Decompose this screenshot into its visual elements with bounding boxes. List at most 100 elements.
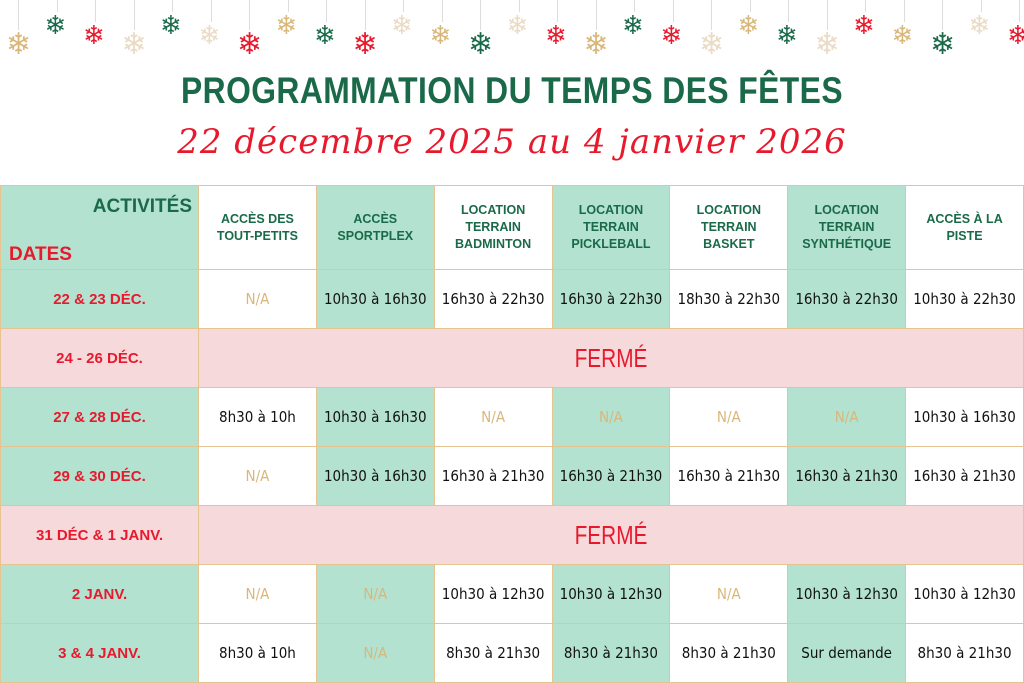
garland-string: [903, 0, 905, 22]
schedule-cell: 8h30 à 10h: [198, 387, 317, 447]
table-row: 22 & 23 DÉC. N/A 10h30 à 16h30 16h30 à 22h3…: [0, 269, 1024, 329]
snowflake-garland: ❄ ❄ ❄ ❄ ❄ ❄ ❄ ❄ ❄ ❄ ❄ ❄ ❄ ❄ ❄ ❄ ❄ ❄ ❄ ❄ ❄ ❄ ❄ ❄ ❄ ❄ ❄: [0, 0, 1024, 65]
schedule-cell: N/A: [669, 564, 789, 624]
schedule-cell: N/A: [198, 564, 317, 624]
date-range-subtitle: 22 décembre 2025 au 4 janvier 2026: [177, 122, 847, 162]
schedule-cell: 16h30 à 22h30: [551, 269, 671, 329]
garland-string: [480, 0, 481, 30]
garland-string: [826, 0, 828, 30]
snowflake-icon: ❄: [237, 28, 263, 61]
schedule-cell: 10h30 à 12h30: [787, 564, 907, 624]
column-header: LOCATION TERRAIN BASKET: [669, 185, 789, 270]
garland-string: [980, 0, 982, 12]
garland-string: [287, 0, 289, 12]
schedule-cell: 8h30 à 10h: [198, 623, 317, 683]
snowflake-icon: ❄: [121, 28, 147, 61]
schedule-cell: 10h30 à 16h30: [315, 446, 435, 506]
table-row: 27 & 28 DÉC. 8h30 à 10h 10h30 à 16h30 N/A N/…: [0, 387, 1024, 447]
snowflake-icon: ❄: [6, 28, 32, 61]
garland-string: [1019, 0, 1020, 22]
garland-string: [56, 0, 58, 12]
schedule-cell: N/A: [433, 387, 553, 447]
schedule-cell: 18h30 à 22h30: [669, 269, 789, 329]
snowflake-icon: ❄: [506, 10, 529, 40]
schedule-cell: 16h30 à 22h30: [787, 269, 907, 329]
schedule-cell: 10h30 à 16h30: [315, 387, 435, 447]
schedule-cell: N/A: [315, 564, 435, 624]
snowflake-icon: ❄: [275, 10, 298, 40]
snowflake-icon: ❄: [429, 20, 452, 50]
activities-label: ACTIVITÉS: [92, 196, 192, 217]
schedule-cell: N/A: [787, 387, 907, 447]
garland-string: [18, 0, 19, 30]
garland-string: [441, 0, 443, 22]
closed-label: FERMÉ: [574, 342, 648, 373]
snowflake-icon: ❄: [314, 20, 336, 50]
column-header: LOCATION TERRAIN SYNTHÉTIQUE: [787, 185, 907, 270]
column-header: LOCATION TERRAIN BADMINTON: [433, 185, 553, 270]
snowflake-icon: ❄: [83, 20, 105, 50]
row-date: 2 JANV.: [0, 564, 199, 624]
schedule-cell: 16h30 à 21h30: [669, 446, 789, 506]
schedule-cell: 16h30 à 21h30: [551, 446, 671, 506]
schedule-cell: N/A: [315, 623, 435, 683]
snowflake-icon: ❄: [352, 28, 378, 61]
snowflake-icon: ❄: [1007, 20, 1024, 50]
garland-string: [364, 0, 366, 30]
schedule-cell: 8h30 à 21h30: [551, 623, 671, 683]
row-date: 29 & 30 DÉC.: [0, 446, 199, 506]
snowflake-icon: ❄: [391, 10, 413, 40]
garland-string: [326, 0, 327, 22]
closed-cell: FERMÉ: [198, 328, 1024, 388]
snowflake-icon: ❄: [814, 28, 840, 61]
table-row: 24 - 26 DÉC. FERMÉ: [0, 328, 1024, 388]
garland-string: [942, 0, 943, 30]
schedule-cell: 16h30 à 22h30: [433, 269, 553, 329]
schedule-table: ACTIVITÉS DATES ACCÈS DES TOUT-PETITS ACC…: [0, 185, 1024, 683]
snowflake-icon: ❄: [891, 20, 914, 50]
garland-string: [634, 0, 635, 12]
snowflake-icon: ❄: [160, 10, 182, 40]
schedule-cell: 10h30 à 16h30: [905, 387, 1024, 447]
garland-string: [595, 0, 597, 30]
schedule-cell: 10h30 à 12h30: [551, 564, 671, 624]
garland-string: [249, 0, 250, 30]
column-header: LOCATION TERRAIN PICKLEBALL: [551, 185, 671, 270]
schedule-cell: 10h30 à 16h30: [315, 269, 435, 329]
snowflake-icon: ❄: [660, 20, 683, 50]
snowflake-icon: ❄: [622, 10, 644, 40]
schedule-cell: 10h30 à 22h30: [905, 269, 1024, 329]
schedule-cell: N/A: [669, 387, 789, 447]
snowflake-icon: ❄: [737, 10, 760, 40]
column-header: ACCÈS SPORTPLEX: [315, 185, 435, 270]
table-row: 31 DÉC & 1 JANV. FERMÉ: [0, 505, 1024, 565]
table-row: 2 JANV. N/A N/A 10h30 à 12h30 10h30 à 12h30 N…: [0, 564, 1024, 624]
header-row: ACTIVITÉS DATES ACCÈS DES TOUT-PETITS ACC…: [0, 185, 1024, 270]
snowflake-icon: ❄: [44, 10, 67, 40]
schedule-cell: 8h30 à 21h30: [669, 623, 789, 683]
garland-string: [557, 0, 558, 22]
garland-string: [403, 0, 404, 12]
table-row: 29 & 30 DÉC. N/A 10h30 à 16h30 16h30 à 21h3…: [0, 446, 1024, 506]
schedule-cell: 10h30 à 12h30: [433, 564, 553, 624]
garland-string: [210, 0, 212, 22]
schedule-cell: 16h30 à 21h30: [905, 446, 1024, 506]
garland-string: [95, 0, 96, 22]
table-row: 3 & 4 JANV. 8h30 à 10h N/A 8h30 à 21h30 8h30…: [0, 623, 1024, 683]
row-date: 3 & 4 JANV.: [0, 623, 199, 683]
snowflake-icon: ❄: [468, 28, 494, 61]
snowflake-icon: ❄: [583, 28, 609, 61]
closed-cell: FERMÉ: [198, 505, 1024, 565]
closed-label: FERMÉ: [574, 519, 648, 550]
snowflake-icon: ❄: [545, 20, 567, 50]
snowflake-icon: ❄: [930, 28, 956, 61]
column-header: ACCÈS DES TOUT-PETITS: [198, 185, 317, 270]
schedule-cell: 10h30 à 12h30: [905, 564, 1024, 624]
garland-string: [518, 0, 520, 12]
row-date: 24 - 26 DÉC.: [0, 328, 199, 388]
snowflake-icon: ❄: [968, 10, 991, 40]
snowflake-icon: ❄: [699, 28, 725, 61]
row-date: 22 & 23 DÉC.: [0, 269, 199, 329]
schedule-cell: 16h30 à 21h30: [787, 446, 907, 506]
schedule-cell: Sur demande: [787, 623, 907, 683]
